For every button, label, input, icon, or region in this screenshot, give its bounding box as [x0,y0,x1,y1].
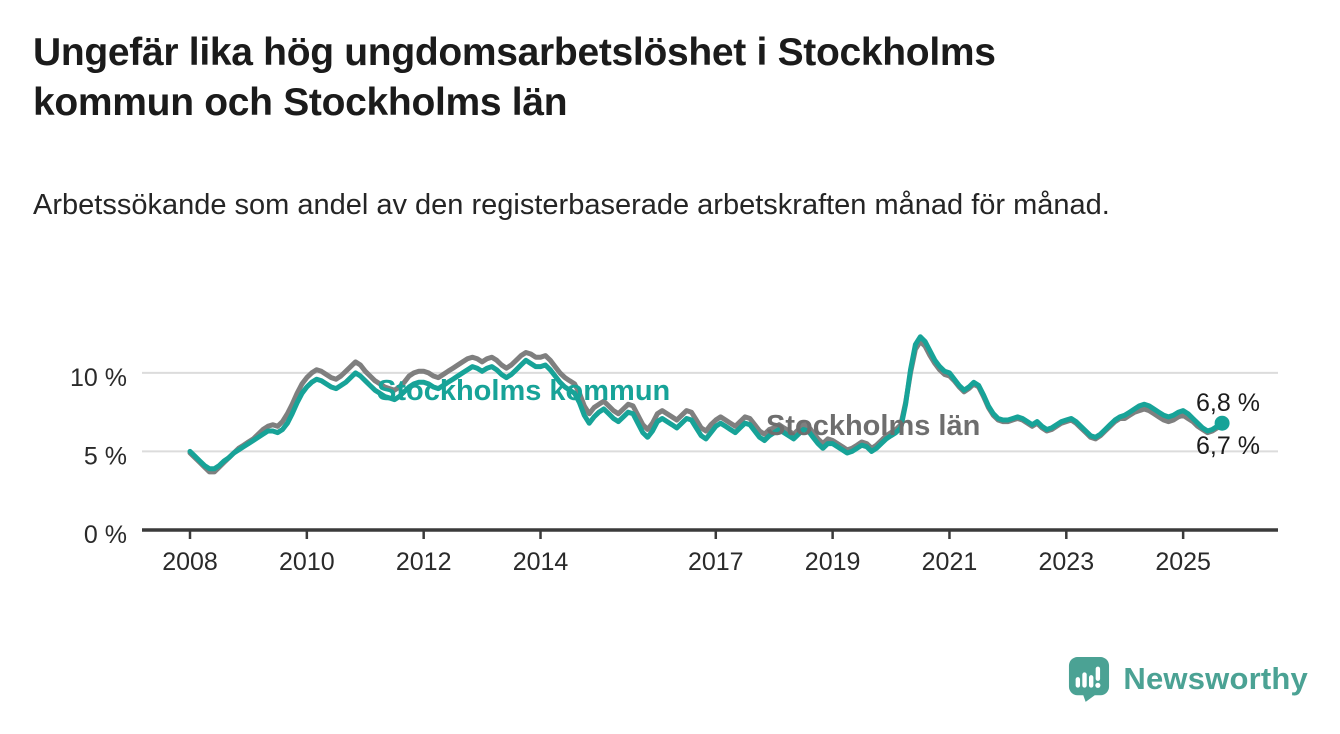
x-axis-tick-label: 2012 [396,548,452,576]
newsworthy-logo-icon [1069,657,1110,702]
chart-title: Ungefär lika hög ungdomsarbetslöshet i S… [33,31,996,124]
x-axis-tick-label: 2019 [805,548,861,576]
x-axis-tick-label: 2014 [513,548,569,576]
y-axis-tick-label: 5 % [84,442,127,470]
line-chart: 0 % 5 % 10 % 2008 2010 2012 2014 2017 2019 2021 20… [0,300,1340,590]
chart-subtitle: Arbetssökande som andel av den registerb… [33,189,1110,221]
bar-chart-glyph [1076,666,1101,688]
x-axis-tick-label: 2017 [688,548,744,576]
y-axis-tick-label: 10 % [70,364,127,392]
x-axis-tick-label: 2008 [162,548,218,576]
newsworthy-logo: Newsworthy [1068,656,1308,702]
end-value-stockholms-lan: 6,7 % [1196,432,1260,460]
x-axis-tick-label: 2023 [1038,548,1094,576]
series-layer [187,334,1230,475]
series-label-stockholms-kommun: Stockholms kommun [377,375,670,407]
end-value-stockholms-kommun: 6,8 % [1196,389,1260,417]
newsworthy-brand-name: Newsworthy [1123,661,1308,696]
y-axis-tick-label: 0 % [84,521,127,549]
last-value-dot [1214,415,1230,431]
x-axis-tick-label: 2021 [922,548,978,576]
x-axis-tick-label: 2010 [279,548,335,576]
series-line-stockholms-kommun [187,334,1225,472]
grid-layer: 0 % 5 % 10 % 2008 2010 2012 2014 2017 2019 2021 20… [70,364,1278,576]
series-label-stockholms-lan: Stockholms län [766,410,980,442]
x-axis-tick-label: 2025 [1155,548,1211,576]
chart-svg: 0 % 5 % 10 % 2008 2010 2012 2014 2017 2019 2021 20… [70,334,1278,576]
